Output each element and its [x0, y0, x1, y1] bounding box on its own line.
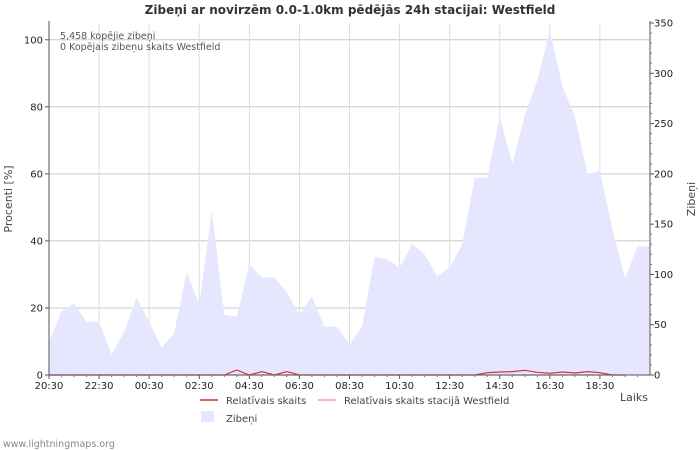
x-tick-label: 10:30 [385, 381, 414, 392]
plot-area [49, 30, 650, 375]
y-right-tick-label: 300 [654, 69, 673, 80]
x-tick-label: 02:30 [185, 381, 214, 392]
legend-label-station: Relatīvais skaits stacijā Westfield [344, 396, 509, 407]
y-axis-left-label: Procenti [%] [2, 165, 15, 232]
y-left-tick-label: 20 [30, 303, 43, 314]
y-left-tick-label: 0 [37, 371, 43, 382]
legend: Relatīvais skaits Relatīvais skaits stac… [200, 396, 509, 425]
x-tick-label: 06:30 [285, 381, 314, 392]
y-right-tick-label: 100 [654, 270, 673, 281]
x-tick-label: 22:30 [85, 381, 114, 392]
y-left-tick-label: 100 [24, 35, 43, 46]
y-right-tick-label: 200 [654, 169, 673, 180]
annotation-station-total: 0 Kopējais zibeņu skaits Westfield [60, 42, 220, 53]
strikes-area [49, 30, 650, 375]
y-right-tick-label: 50 [654, 320, 667, 331]
y-right-tick-label: 350 [654, 19, 673, 30]
x-tick-label: 16:30 [535, 381, 564, 392]
y-right-tick-label: 250 [654, 119, 673, 130]
site-credit: www.lightningmaps.org [3, 439, 115, 450]
y-left-tick-label: 60 [30, 169, 43, 180]
legend-label-relative: Relatīvais skaits [226, 396, 306, 407]
x-tick-label: 08:30 [335, 381, 364, 392]
y-left-tick-label: 80 [30, 102, 43, 113]
y-left-tick-label: 40 [30, 236, 43, 247]
y-right-tick-label: 0 [654, 371, 660, 382]
legend-label-strikes: Zibeņi [226, 414, 257, 425]
x-tick-label: 04:30 [235, 381, 264, 392]
axes: 0 20 40 60 80 100 0 50 100 150 200 250 300 350 20:30 22… [24, 19, 673, 393]
x-axis-label: Laiks [620, 391, 648, 404]
y-right-tick-label: 150 [654, 220, 673, 231]
chart-title: Zibeņi ar novirzēm 0.0-1.0km pēdējās 24h… [145, 3, 556, 17]
x-tick-label: 14:30 [485, 381, 514, 392]
x-tick-label: 20:30 [35, 381, 64, 392]
annotation-total: 5,458 kopējie zibeņi [60, 31, 155, 42]
legend-swatch-strikes [201, 411, 214, 422]
x-tick-label: 18:30 [586, 381, 615, 392]
y-axis-right-label: Zibeņi [685, 182, 698, 216]
x-tick-label: 00:30 [135, 381, 164, 392]
x-tick-label: 12:30 [435, 381, 464, 392]
